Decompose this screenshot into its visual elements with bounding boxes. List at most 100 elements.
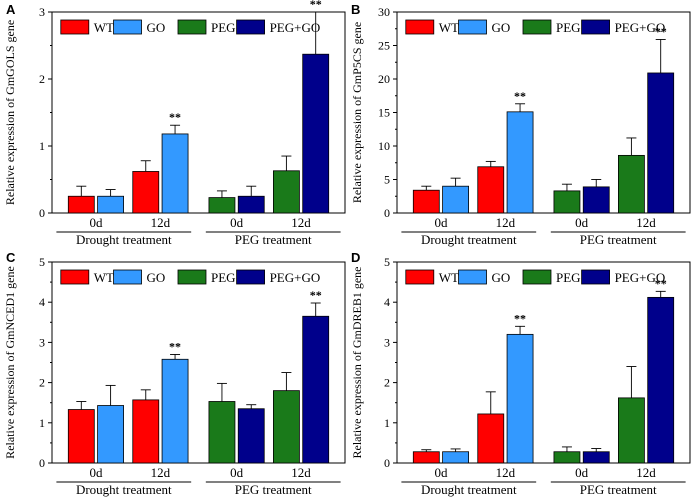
bar-peg-plus-go-12d-peg — [302, 53, 330, 214]
y-tick-label: 4 — [384, 295, 390, 309]
group-label: Drought treatment — [421, 232, 517, 247]
y-axis-label: Relative expression of GmGOLS gene — [3, 20, 17, 205]
bar-go-12d-drought — [506, 333, 534, 464]
x-tick-label: 0d — [89, 465, 103, 480]
group-label: Drought treatment — [76, 232, 172, 247]
panel-letter: B — [351, 2, 360, 17]
bar-wt-12d-drought — [132, 171, 160, 214]
plot-frame — [51, 11, 346, 214]
y-tick-label: 25 — [378, 39, 390, 53]
significance-marker: ** — [655, 24, 667, 38]
bar-go-0d-drought — [442, 451, 470, 464]
x-tick-label: 0d — [434, 465, 448, 480]
bar-wt-0d-drought — [412, 451, 440, 464]
legend-swatch-go — [113, 19, 142, 35]
bar-peg-12d-peg — [618, 397, 645, 464]
legend-label-wt: WT — [439, 270, 459, 285]
legend-swatch-peg-plus-go — [581, 19, 610, 35]
y-tick-label: 0 — [384, 456, 390, 470]
bar-peg-plus-go-0d-peg — [582, 186, 610, 214]
bar-peg-plus-go-0d-peg — [237, 408, 265, 464]
bar-peg-12d-peg — [272, 390, 300, 464]
legend-swatch-go — [113, 269, 142, 285]
y-tick-label: 5 — [384, 255, 390, 269]
y-tick-label: 0 — [39, 456, 45, 470]
bar-wt-12d-drought — [477, 413, 505, 464]
y-tick-label: 30 — [378, 5, 390, 19]
bar-peg-0d-peg — [553, 451, 581, 464]
x-tick-label: 0d — [575, 465, 589, 480]
y-tick-label: 15 — [378, 106, 390, 120]
legend-swatch-peg-plus-go — [236, 19, 265, 35]
x-tick-label: 0d — [230, 465, 244, 480]
bar-wt-0d-drought — [412, 189, 440, 214]
y-axis-label: Relative expression of GmDREB1 gene — [350, 267, 364, 459]
significance-marker: ** — [514, 311, 526, 325]
bar-go-0d-drought — [97, 405, 124, 464]
y-tick-label: 0 — [384, 206, 390, 220]
legend-label-go: GO — [147, 20, 166, 35]
y-axis-label: Relative expression of GmP5CS gene — [350, 22, 364, 203]
x-tick-label: 12d — [151, 465, 171, 480]
legend-swatch-peg-plus-go — [236, 269, 265, 285]
bar-go-12d-drought — [506, 111, 534, 214]
bar-peg-0d-peg — [208, 401, 236, 464]
legend-label-peg-plus-go: PEG+GO — [615, 270, 666, 285]
y-tick-label: 5 — [384, 173, 390, 187]
legend-swatch-wt — [60, 19, 90, 35]
significance-marker: ** — [310, 0, 322, 11]
legend-swatch-peg — [177, 19, 207, 35]
x-tick-label: 0d — [575, 215, 589, 230]
legend-label-peg: PEG — [211, 270, 236, 285]
plot-frame — [396, 11, 691, 214]
legend-swatch-wt — [405, 269, 435, 285]
bar-peg-plus-go-0d-peg — [582, 451, 610, 464]
x-tick-label: 12d — [151, 215, 171, 230]
x-tick-label: 12d — [636, 215, 656, 230]
panel-letter: A — [6, 2, 16, 17]
legend-swatch-go — [458, 269, 487, 285]
y-tick-label: 5 — [39, 255, 45, 269]
significance-marker: ** — [169, 110, 181, 124]
y-tick-label: 3 — [39, 335, 45, 349]
legend-swatch-peg — [177, 269, 207, 285]
bar-wt-12d-drought — [132, 399, 160, 464]
bar-wt-0d-drought — [67, 195, 95, 214]
group-label: PEG treatment — [580, 232, 657, 247]
group-label: PEG treatment — [235, 482, 312, 497]
legend-label-wt: WT — [94, 20, 114, 35]
bar-peg-12d-peg — [272, 170, 300, 214]
legend-label-wt: WT — [94, 270, 114, 285]
x-tick-label: 12d — [291, 465, 311, 480]
bar-go-0d-drought — [442, 185, 470, 214]
y-tick-label: 10 — [378, 139, 390, 153]
y-tick-label: 3 — [39, 5, 45, 19]
group-label: PEG treatment — [235, 232, 312, 247]
panel-letter: C — [6, 250, 16, 265]
y-tick-label: 2 — [39, 376, 45, 390]
y-tick-label: 2 — [384, 376, 390, 390]
x-tick-label: 12d — [291, 215, 311, 230]
bar-peg-plus-go-12d-peg — [647, 296, 675, 464]
x-tick-label: 0d — [89, 215, 103, 230]
panel-D: D Relative expression of GmDREB1 gene 0 1 2 3… — [350, 250, 691, 497]
y-tick-label: 1 — [384, 416, 390, 430]
legend-label-peg: PEG — [556, 20, 581, 35]
x-tick-label: 12d — [496, 465, 516, 480]
y-tick-label: 1 — [39, 416, 45, 430]
x-tick-label: 0d — [434, 215, 448, 230]
significance-marker: ** — [169, 339, 181, 353]
x-tick-label: 12d — [496, 215, 516, 230]
bar-peg-plus-go-12d-peg — [647, 72, 675, 214]
legend-label-peg-plus-go: PEG+GO — [270, 20, 321, 35]
y-tick-label: 1 — [39, 139, 45, 153]
bar-peg-12d-peg — [618, 154, 645, 214]
y-tick-label: 4 — [39, 295, 45, 309]
group-label: PEG treatment — [580, 482, 657, 497]
legend-label-peg: PEG — [211, 20, 236, 35]
panel-letter: D — [351, 250, 360, 265]
bar-peg-plus-go-12d-peg — [302, 315, 330, 464]
legend-label-go: GO — [147, 270, 166, 285]
legend-label-peg: PEG — [556, 270, 581, 285]
significance-marker: ** — [655, 276, 667, 290]
